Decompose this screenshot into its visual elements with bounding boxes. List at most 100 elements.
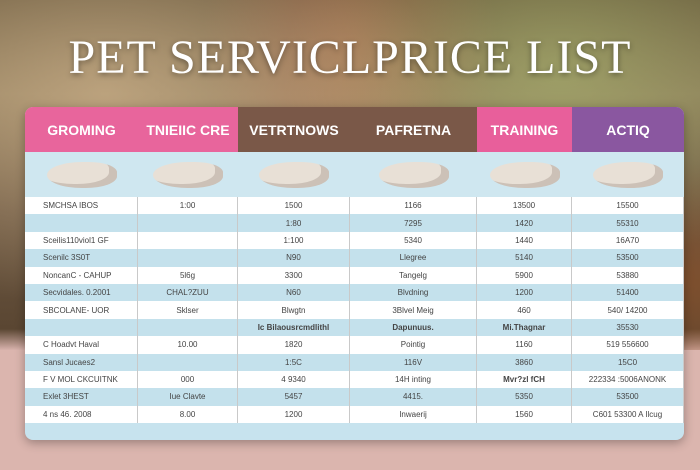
pet-illustration-icon — [489, 161, 560, 188]
table-cell: Mi.Thagnar — [477, 318, 572, 337]
table-cell: 4 9340 — [238, 370, 350, 389]
table-cell: 116V — [350, 353, 477, 371]
table-cell: 1440 — [477, 231, 572, 250]
pet-image — [25, 152, 138, 197]
table-cell: Inwaerij — [350, 405, 477, 424]
table-cell — [138, 214, 238, 232]
table-cell — [25, 318, 138, 337]
table-cell: 3300 — [238, 266, 350, 284]
table-cell: 14H inting — [350, 370, 477, 389]
table-row: NoncanC - CAHUP 5l6g 3300 Tangelg 5900 53880 — [25, 266, 684, 284]
table-cell: 222334 :5006ANONK — [572, 370, 684, 389]
table-cell: 5140 — [477, 249, 572, 267]
table-cell: 1500 — [238, 197, 350, 215]
table-row: Scenilc 3S0T N90 Llegree 5140 53500 — [25, 249, 684, 267]
column-header: TRAINING — [477, 107, 572, 152]
table-cell: 4415. — [350, 388, 477, 406]
table-cell: 1166 — [350, 197, 477, 215]
table-cell: N90 — [238, 249, 350, 267]
pet-illustration-icon — [593, 161, 663, 188]
table-row: Sceilis110viol1 GF 1:100 5340 1440 16A70 — [25, 231, 684, 250]
table-cell: Tangelg — [350, 266, 477, 284]
table-row: SBCOLANE- UOR Sklser Blwgtn 3Blvel Meig 460 5… — [25, 301, 684, 319]
table-row: Ic Bilaousrcmdlithl Dapunuus. Mi.Thagnar 35… — [25, 318, 684, 337]
table-cell: Blwgtn — [238, 301, 350, 319]
table-cell: 5l6g — [138, 266, 238, 284]
table-cell: Secvidales. 0.2001 — [25, 283, 138, 302]
table-cell: 55310 — [572, 214, 684, 232]
table-cell — [138, 249, 238, 267]
table-cell: 540/ 14200 — [572, 301, 684, 319]
table-row: C Hoadvt Haval 10.00 1820 Pointig 1160 519 55… — [25, 336, 684, 354]
table-cell: 3Blvel Meig — [350, 301, 477, 319]
table-cell: 1820 — [238, 336, 350, 354]
pet-illustration-icon — [153, 161, 223, 188]
table-cell: 5340 — [350, 231, 477, 250]
table-cell: 1200 — [477, 283, 572, 302]
table-cell: 15500 — [572, 197, 684, 215]
table-cell: CHAL?ZUU — [138, 283, 238, 302]
table-cell: 5457 — [238, 388, 350, 406]
table-cell: 53500 — [572, 249, 684, 267]
table-cell: 53500 — [572, 388, 684, 406]
table-cell: 000 — [138, 370, 238, 389]
table-cell: SMCHSA IBOS — [25, 197, 138, 215]
table-cell: Exlet 3HEST — [25, 388, 138, 406]
pet-illustration-icon — [259, 161, 329, 188]
table-cell: 53880 — [572, 266, 684, 284]
table-cell: 7295 — [350, 214, 477, 232]
pet-image-row — [25, 152, 684, 197]
table-cell: 10.00 — [138, 336, 238, 354]
table-row: SMCHSA IBOS 1:00 1500 1166 13500 15500 — [25, 197, 684, 215]
pet-illustration-icon — [378, 161, 449, 188]
table-cell: 15C0 — [572, 353, 684, 371]
pet-image — [350, 152, 477, 197]
table-cell: N60 — [238, 283, 350, 302]
column-header: VETRTNOWS — [238, 107, 350, 152]
pet-image — [477, 152, 572, 197]
column-header: TNIEIIC CRE — [138, 107, 238, 152]
table-cell: Sansl Jucaes2 — [25, 353, 138, 371]
table-cell: 51400 — [572, 283, 684, 302]
table-cell: Llegree — [350, 249, 477, 267]
table-cell: Sceilis110viol1 GF — [25, 231, 138, 250]
table-cell: 16A70 — [572, 231, 684, 250]
table-header: GROMING TNIEIIC CRE VETRTNOWS PAFRETNA TRAIN… — [25, 107, 684, 152]
table-cell: 4 ns 46. 2008 — [25, 405, 138, 424]
table-cell: 5350 — [477, 388, 572, 406]
table-cell: 13500 — [477, 197, 572, 215]
table-cell: Mvr?zl fCH — [477, 370, 572, 389]
table-cell: NoncanC - CAHUP — [25, 266, 138, 284]
table-cell: 1:00 — [138, 197, 238, 215]
table-cell: C Hoadvt Haval — [25, 336, 138, 354]
table-cell: Scenilc 3S0T — [25, 249, 138, 267]
table-cell: 519 556600 — [572, 336, 684, 354]
table-cell: Sklser — [138, 301, 238, 319]
table-cell: 1160 — [477, 336, 572, 354]
page-title: PET SERVICLPRICE LIST — [68, 31, 632, 84]
table-cell: 1:5C — [238, 353, 350, 371]
table-cell: Pointig — [350, 336, 477, 354]
pet-image — [572, 152, 684, 197]
table-cell: 1:100 — [238, 231, 350, 250]
table-cell: F V MOL CKCUITNK — [25, 370, 138, 389]
table-cell: 1200 — [238, 405, 350, 424]
table-cell: 1560 — [477, 405, 572, 424]
table-cell — [138, 231, 238, 250]
table-cell: Blvdning — [350, 283, 477, 302]
price-table: GROMING TNIEIIC CRE VETRTNOWS PAFRETNA TRAIN… — [25, 107, 684, 440]
table-cell — [138, 318, 238, 337]
table-cell: Dapunuus. — [350, 318, 477, 337]
table-cell — [138, 353, 238, 371]
table-cell: 5900 — [477, 266, 572, 284]
table-cell: 1420 — [477, 214, 572, 232]
table-body: SMCHSA IBOS 1:00 1500 1166 13500 15500 1:80 729… — [25, 197, 684, 424]
table-cell: 460 — [477, 301, 572, 319]
table-cell: 1:80 — [238, 214, 350, 232]
table-cell — [25, 214, 138, 232]
table-cell: SBCOLANE- UOR — [25, 301, 138, 319]
column-header: ACTIQ — [572, 107, 684, 152]
table-cell: 35530 — [572, 318, 684, 337]
pet-image — [138, 152, 238, 197]
table-row: 1:80 7295 1420 55310 — [25, 214, 684, 232]
